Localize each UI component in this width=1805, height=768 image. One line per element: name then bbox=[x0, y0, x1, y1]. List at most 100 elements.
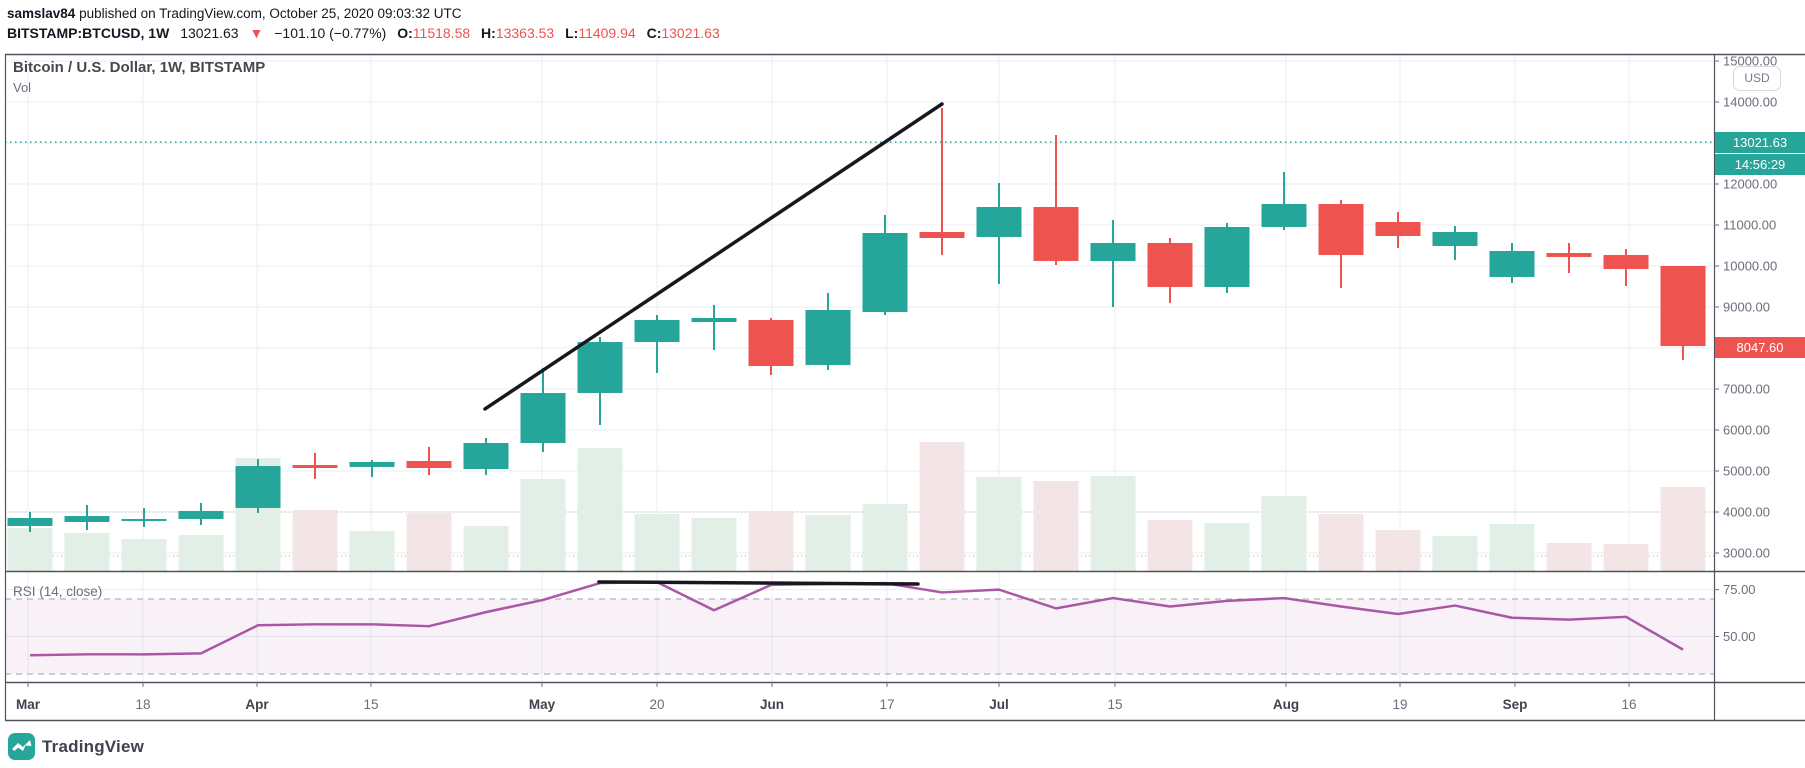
high-label: H: bbox=[481, 25, 496, 41]
down-arrow-icon: ▼ bbox=[249, 25, 264, 41]
volume-bar bbox=[292, 510, 338, 571]
price-axis-label[interactable]: 14000.00 bbox=[1723, 95, 1777, 110]
current-price-tag: 13021.63 bbox=[1715, 132, 1805, 153]
time-axis-label[interactable]: May bbox=[529, 697, 556, 712]
volume-bar bbox=[805, 515, 851, 571]
time-axis-label[interactable]: Apr bbox=[245, 697, 269, 712]
last-close-price-tag: 8047.60 bbox=[1715, 337, 1805, 358]
tradingview-logo-text: TradingView bbox=[42, 736, 145, 756]
candle-body[interactable] bbox=[463, 442, 509, 469]
volume-bar bbox=[406, 513, 452, 571]
price-axis-label[interactable]: 3000.00 bbox=[1723, 546, 1770, 561]
candle-body[interactable] bbox=[919, 232, 965, 238]
time-axis-label[interactable]: Sep bbox=[1503, 697, 1528, 712]
symbol-interval: BITSTAMP:BTCUSD, 1W bbox=[7, 25, 170, 41]
time-axis-label[interactable]: 15 bbox=[363, 697, 378, 712]
candle-body[interactable] bbox=[1318, 204, 1364, 256]
candle-body[interactable] bbox=[976, 207, 1022, 238]
candle-body[interactable] bbox=[805, 309, 851, 366]
open-label: O: bbox=[397, 25, 413, 41]
candle-body[interactable] bbox=[178, 510, 224, 519]
candle-body[interactable] bbox=[121, 519, 167, 522]
candle-body[interactable] bbox=[520, 393, 566, 443]
volume-bar bbox=[862, 504, 908, 571]
price-axis-label[interactable]: 5000.00 bbox=[1723, 464, 1770, 479]
candle-body[interactable] bbox=[1033, 207, 1079, 261]
rsi-axis-label[interactable]: 75.00 bbox=[1723, 582, 1756, 597]
candle-body[interactable] bbox=[1489, 250, 1535, 277]
candle-body[interactable] bbox=[1147, 242, 1193, 287]
volume-bar bbox=[178, 535, 224, 571]
price-axis-label[interactable]: 10000.00 bbox=[1723, 259, 1777, 274]
volume-bar bbox=[64, 533, 110, 571]
volume-bar bbox=[577, 448, 623, 571]
time-axis-label[interactable]: 16 bbox=[1621, 697, 1636, 712]
price-axis-label[interactable]: 15000.00 bbox=[1723, 54, 1777, 69]
time-axis-label[interactable]: Aug bbox=[1273, 697, 1299, 712]
price-change: −101.10 (−0.77%) bbox=[274, 25, 387, 41]
price-axis-label[interactable]: 6000.00 bbox=[1723, 423, 1770, 438]
chart-legend-title[interactable]: Bitcoin / U.S. Dollar, 1W, BITSTAMP bbox=[13, 59, 266, 76]
candle-body[interactable] bbox=[577, 342, 623, 394]
tradingview-logo-icon bbox=[8, 733, 35, 760]
time-axis-label[interactable]: 20 bbox=[649, 697, 664, 712]
candle-body[interactable] bbox=[349, 461, 395, 467]
volume-bar bbox=[1660, 487, 1706, 571]
tradingview-logo[interactable]: TradingView bbox=[8, 733, 144, 760]
candle-body[interactable] bbox=[1432, 232, 1478, 246]
rsi-trendline-drawing[interactable] bbox=[597, 580, 920, 586]
volume-bar bbox=[748, 511, 794, 571]
candle-body[interactable] bbox=[1660, 266, 1706, 347]
candle-body[interactable] bbox=[1204, 227, 1250, 287]
currency-toggle-button[interactable]: USD bbox=[1733, 66, 1781, 91]
candle-body[interactable] bbox=[1546, 253, 1592, 257]
time-axis-label[interactable]: 15 bbox=[1107, 697, 1122, 712]
time-axis-label[interactable]: 17 bbox=[879, 697, 894, 712]
volume-indicator-label[interactable]: Vol bbox=[13, 80, 32, 95]
author-name: samslav84 bbox=[7, 6, 76, 21]
volume-bar bbox=[1432, 536, 1478, 571]
volume-bar bbox=[1204, 523, 1250, 571]
candle-body[interactable] bbox=[748, 319, 794, 366]
candle-body[interactable] bbox=[7, 517, 53, 526]
volume-bar bbox=[634, 514, 680, 571]
volume-bar bbox=[1261, 496, 1307, 571]
volume-bar bbox=[1546, 543, 1592, 571]
volume-bar bbox=[691, 518, 737, 571]
time-axis-label[interactable]: 18 bbox=[135, 697, 150, 712]
price-axis-label[interactable]: 12000.00 bbox=[1723, 177, 1777, 192]
price-axis-label[interactable]: 7000.00 bbox=[1723, 382, 1770, 397]
rsi-band bbox=[5, 599, 1714, 674]
time-axis-label[interactable]: Mar bbox=[16, 697, 41, 712]
candle-body[interactable] bbox=[235, 465, 281, 508]
candle-body[interactable] bbox=[1261, 204, 1307, 228]
rsi-axis-label[interactable]: 50.00 bbox=[1723, 629, 1756, 644]
price-trendline-drawing[interactable] bbox=[483, 102, 944, 411]
open-value: 11518.58 bbox=[412, 25, 471, 41]
volume-bar bbox=[463, 526, 509, 571]
time-axis-label[interactable]: Jul bbox=[989, 697, 1009, 712]
price-axis-label[interactable]: 4000.00 bbox=[1723, 505, 1770, 520]
rsi-indicator-label[interactable]: RSI (14, close) bbox=[13, 584, 103, 599]
volume-bar bbox=[1603, 544, 1649, 571]
candle-body[interactable] bbox=[1603, 255, 1649, 269]
candle-body[interactable] bbox=[862, 232, 908, 313]
candle-body[interactable] bbox=[691, 317, 737, 323]
candle-body[interactable] bbox=[406, 460, 452, 469]
candle-body[interactable] bbox=[1375, 222, 1421, 236]
candle-body[interactable] bbox=[1090, 242, 1136, 261]
time-axis-label[interactable]: Jun bbox=[760, 697, 784, 712]
candle-body[interactable] bbox=[64, 516, 110, 523]
price-axis-label[interactable]: 9000.00 bbox=[1723, 300, 1770, 315]
price-axis-label[interactable]: 11000.00 bbox=[1723, 218, 1776, 233]
time-axis-label[interactable]: 19 bbox=[1392, 697, 1407, 712]
symbol-info-bar: BITSTAMP:BTCUSD, 1W 13021.63 ▼ −101.10 (… bbox=[7, 25, 720, 41]
candle-body[interactable] bbox=[292, 465, 338, 469]
candle-body[interactable] bbox=[634, 319, 680, 343]
volume-bar bbox=[919, 442, 965, 571]
volume-bar bbox=[1375, 530, 1421, 571]
volume-bar bbox=[1090, 476, 1136, 571]
publish-info: samslav84 published on TradingView.com, … bbox=[7, 6, 462, 21]
volume-bar bbox=[349, 531, 395, 571]
